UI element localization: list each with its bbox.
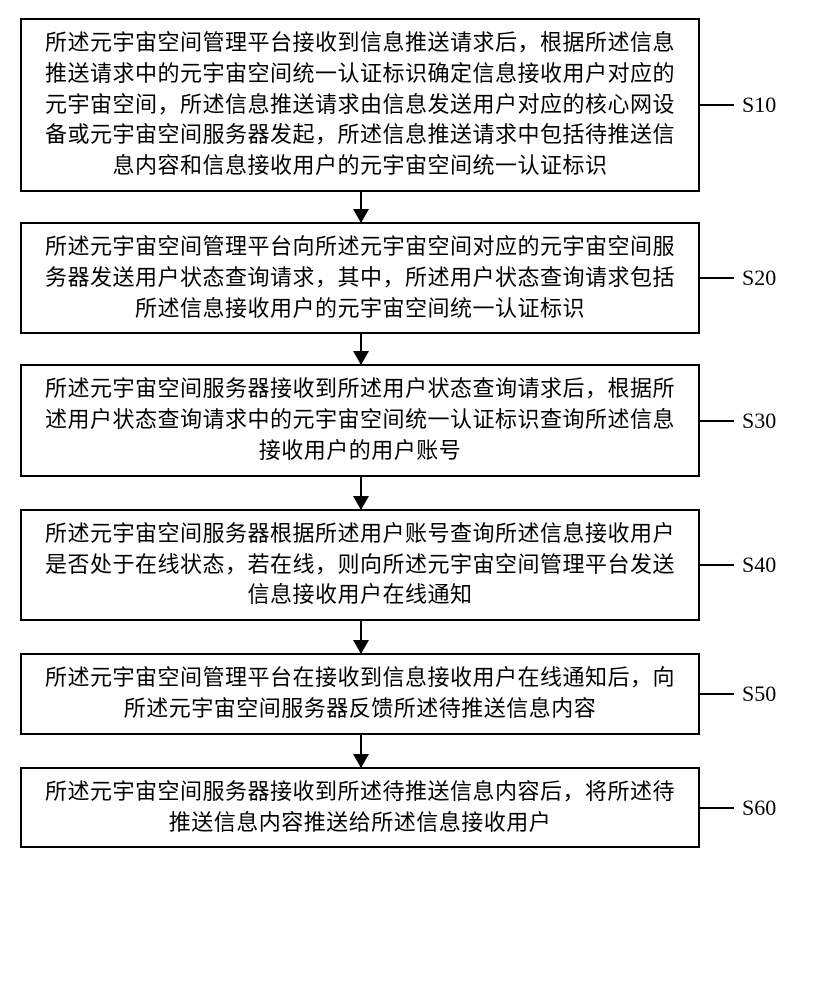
step-label-wrap: S60 <box>700 795 776 821</box>
arrow-down-icon <box>360 334 362 364</box>
step-text: 所述元宇宙空间管理平台在接收到信息接收用户在线通知后，向所述元宇宙空间服务器反馈… <box>36 663 684 725</box>
connector-line <box>700 420 734 422</box>
step-row-s10: 所述元宇宙空间管理平台接收到信息推送请求后，根据所述信息推送请求中的元宇宙空间统… <box>20 18 808 192</box>
connector-line <box>700 564 734 566</box>
step-text: 所述元宇宙空间管理平台接收到信息推送请求后，根据所述信息推送请求中的元宇宙空间统… <box>36 28 684 182</box>
connector-line <box>700 277 734 279</box>
step-label-wrap: S40 <box>700 552 776 578</box>
step-text: 所述元宇宙空间管理平台向所述元宇宙空间对应的元宇宙空间服务器发送用户状态查询请求… <box>36 232 684 324</box>
step-label: S50 <box>742 681 776 707</box>
step-row-s60: 所述元宇宙空间服务器接收到所述待推送信息内容后，将所述待推送信息内容推送给所述信… <box>20 767 808 849</box>
step-label: S20 <box>742 265 776 291</box>
flowchart-container: 所述元宇宙空间管理平台接收到信息推送请求后，根据所述信息推送请求中的元宇宙空间统… <box>20 18 808 848</box>
step-box: 所述元宇宙空间服务器接收到所述用户状态查询请求后，根据所述用户状态查询请求中的元… <box>20 364 700 476</box>
step-row-s40: 所述元宇宙空间服务器根据所述用户账号查询所述信息接收用户是否处于在线状态，若在线… <box>20 509 808 621</box>
arrow-down-icon <box>360 477 362 509</box>
arrow-down-icon <box>360 621 362 653</box>
connector-line <box>700 104 734 106</box>
arrow-down-icon <box>360 192 362 222</box>
step-label: S10 <box>742 92 776 118</box>
step-row-s30: 所述元宇宙空间服务器接收到所述用户状态查询请求后，根据所述用户状态查询请求中的元… <box>20 364 808 476</box>
step-label-wrap: S30 <box>700 408 776 434</box>
step-box: 所述元宇宙空间管理平台接收到信息推送请求后，根据所述信息推送请求中的元宇宙空间统… <box>20 18 700 192</box>
arrow-down-icon <box>360 735 362 767</box>
connector-line <box>700 807 734 809</box>
step-label: S30 <box>742 408 776 434</box>
step-box: 所述元宇宙空间服务器根据所述用户账号查询所述信息接收用户是否处于在线状态，若在线… <box>20 509 700 621</box>
step-text: 所述元宇宙空间服务器接收到所述用户状态查询请求后，根据所述用户状态查询请求中的元… <box>36 374 684 466</box>
step-box: 所述元宇宙空间管理平台向所述元宇宙空间对应的元宇宙空间服务器发送用户状态查询请求… <box>20 222 700 334</box>
step-text: 所述元宇宙空间服务器根据所述用户账号查询所述信息接收用户是否处于在线状态，若在线… <box>36 519 684 611</box>
step-label: S60 <box>742 795 776 821</box>
step-box: 所述元宇宙空间管理平台在接收到信息接收用户在线通知后，向所述元宇宙空间服务器反馈… <box>20 653 700 735</box>
connector-line <box>700 693 734 695</box>
step-text: 所述元宇宙空间服务器接收到所述待推送信息内容后，将所述待推送信息内容推送给所述信… <box>36 777 684 839</box>
step-label-wrap: S10 <box>700 92 776 118</box>
step-label: S40 <box>742 552 776 578</box>
step-box: 所述元宇宙空间服务器接收到所述待推送信息内容后，将所述待推送信息内容推送给所述信… <box>20 767 700 849</box>
step-row-s20: 所述元宇宙空间管理平台向所述元宇宙空间对应的元宇宙空间服务器发送用户状态查询请求… <box>20 222 808 334</box>
step-label-wrap: S20 <box>700 265 776 291</box>
step-row-s50: 所述元宇宙空间管理平台在接收到信息接收用户在线通知后，向所述元宇宙空间服务器反馈… <box>20 653 808 735</box>
step-label-wrap: S50 <box>700 681 776 707</box>
